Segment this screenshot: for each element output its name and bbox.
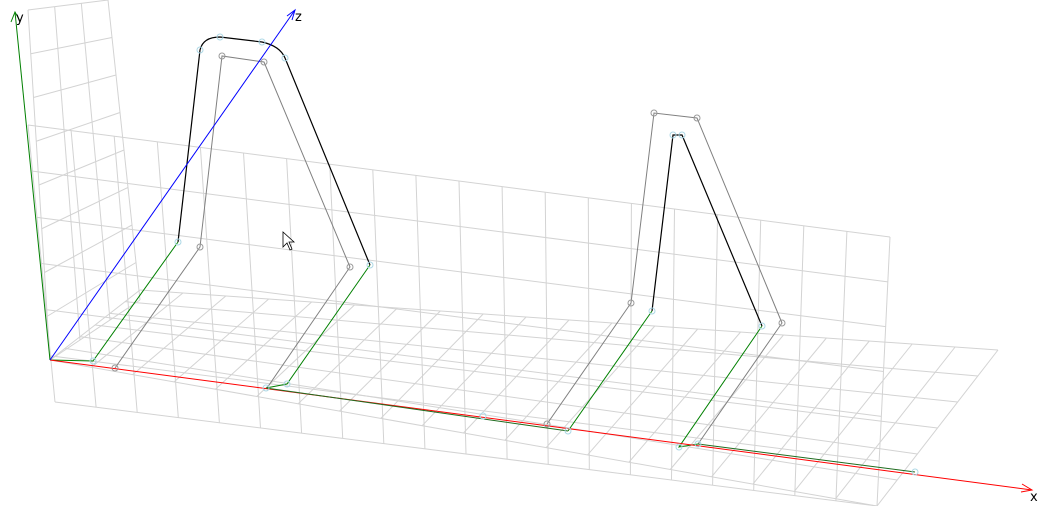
profile-1-main[interactable] xyxy=(177,36,371,266)
vertex-marker[interactable] xyxy=(366,261,374,269)
vertex-marker[interactable] xyxy=(694,440,702,448)
profile-1-offset[interactable] xyxy=(114,55,351,389)
vertex-marker[interactable] xyxy=(196,243,204,251)
grid-planes xyxy=(27,0,999,506)
grid-line xyxy=(32,170,888,283)
grid-line xyxy=(41,263,884,372)
z-axis-label: z xyxy=(295,10,302,25)
grid-line xyxy=(94,324,938,429)
grid-line xyxy=(27,0,109,11)
vertex-marker[interactable] xyxy=(218,52,226,60)
vertex-marker[interactable] xyxy=(758,322,766,330)
vertex-marker[interactable] xyxy=(281,54,289,62)
vertex-marker[interactable] xyxy=(693,114,701,122)
grid-line xyxy=(30,37,113,55)
vertex-marker[interactable] xyxy=(648,307,656,315)
profile-2[interactable] xyxy=(546,112,783,448)
vertex-markers xyxy=(89,33,919,476)
grid-line xyxy=(45,309,882,417)
grid-line xyxy=(46,262,137,317)
grid-xy-plane xyxy=(27,124,891,506)
y-axis-arrow-icon xyxy=(10,10,21,23)
grid-line xyxy=(109,312,958,403)
vertex-marker[interactable] xyxy=(650,109,658,117)
grid-yz-plane xyxy=(27,0,141,361)
x-axis xyxy=(49,359,1033,491)
vertex-marker[interactable] xyxy=(778,319,786,327)
z-axis-arrow-icon xyxy=(286,8,296,21)
vertex-marker[interactable] xyxy=(283,380,291,388)
arrow-cursor-icon xyxy=(282,231,296,251)
profile-2-offset[interactable] xyxy=(546,112,783,445)
grid-line xyxy=(139,289,999,351)
grid-line xyxy=(38,149,125,186)
grid-line xyxy=(27,124,891,238)
profile-1[interactable] xyxy=(49,36,371,389)
grid-line xyxy=(54,401,878,506)
grid-line xyxy=(79,336,918,455)
grid-line xyxy=(50,355,880,462)
vertex-marker[interactable] xyxy=(258,38,266,46)
vertex-marker[interactable] xyxy=(89,357,97,365)
grid-line xyxy=(36,216,886,328)
y-axis xyxy=(14,11,51,361)
vertex-marker[interactable] xyxy=(911,468,919,476)
grid-line xyxy=(33,74,117,98)
grid-line xyxy=(124,301,978,377)
profile-2-main[interactable] xyxy=(651,134,763,327)
vertex-marker[interactable] xyxy=(675,443,683,451)
y-axis-label: y xyxy=(16,11,24,26)
vertex-marker[interactable] xyxy=(627,299,635,307)
vertex-marker[interactable] xyxy=(543,420,551,428)
vertex-marker[interactable] xyxy=(564,427,572,435)
vertex-marker[interactable] xyxy=(196,46,204,54)
grid-line xyxy=(44,224,133,273)
vertex-marker[interactable] xyxy=(174,238,182,246)
axes: x y z xyxy=(10,8,1038,505)
vertex-marker[interactable] xyxy=(216,33,224,41)
grid-line xyxy=(49,299,141,361)
x-axis-overlay-edge xyxy=(265,387,916,473)
vertex-marker[interactable] xyxy=(111,364,119,372)
vertex-marker[interactable] xyxy=(669,131,677,139)
grid-line xyxy=(36,112,121,142)
z-axis xyxy=(49,9,296,361)
grid-line xyxy=(49,359,878,506)
grid-line xyxy=(41,187,129,230)
vertex-marker[interactable] xyxy=(479,412,487,420)
profile-1-base xyxy=(49,241,371,389)
vertex-marker[interactable] xyxy=(346,263,354,271)
x-axis-label: x xyxy=(1030,490,1038,505)
vertex-marker[interactable] xyxy=(260,58,268,66)
vertex-marker[interactable] xyxy=(262,384,270,392)
x-axis-arrow-icon xyxy=(1020,483,1034,493)
vertex-marker[interactable] xyxy=(678,131,686,139)
